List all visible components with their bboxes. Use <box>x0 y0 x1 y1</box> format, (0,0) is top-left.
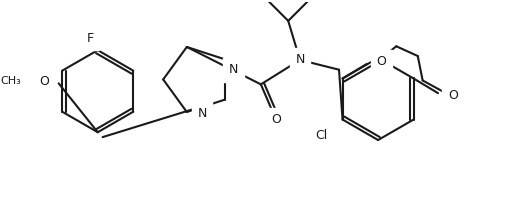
Text: F: F <box>86 32 93 45</box>
Text: Cl: Cl <box>315 129 327 142</box>
Text: O: O <box>39 75 49 88</box>
Text: N: N <box>295 54 305 66</box>
Text: N: N <box>198 107 207 120</box>
Text: N: N <box>229 63 238 76</box>
Text: O: O <box>377 55 387 68</box>
Text: O: O <box>272 113 281 126</box>
Text: O: O <box>448 89 458 102</box>
Text: CH₃: CH₃ <box>1 76 21 86</box>
